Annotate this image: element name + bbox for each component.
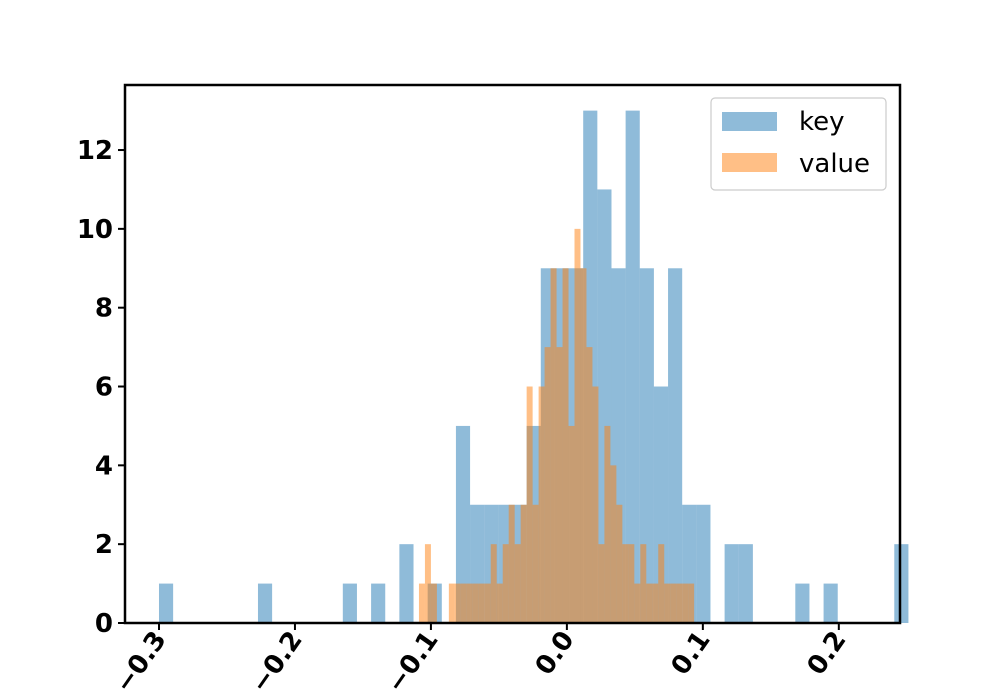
value-bar [628, 544, 635, 623]
y-tick-label: 8 [95, 294, 113, 324]
value-bar [640, 544, 647, 623]
key-bar [455, 425, 471, 623]
value-bar [586, 347, 593, 623]
value-bar [478, 583, 485, 623]
value-bar [502, 544, 509, 623]
y-tick-label: 2 [95, 530, 113, 560]
value-bar [634, 583, 641, 623]
legend: key value [710, 97, 887, 191]
legend-label-key: key [799, 107, 845, 137]
value-bar [508, 504, 515, 623]
value-bar [454, 583, 461, 623]
value-bar [496, 583, 503, 623]
key-bar [668, 268, 683, 623]
value-bar [604, 425, 611, 623]
value-bar [568, 425, 575, 623]
y-tick-label: 12 [77, 136, 113, 166]
legend-label-value: value [799, 149, 870, 179]
value-bar [460, 583, 467, 623]
value-bar [490, 544, 497, 623]
value-bar [622, 544, 629, 623]
value-bar [418, 583, 425, 623]
value-bar [682, 583, 689, 623]
value-bar [532, 504, 539, 623]
value-bar [430, 583, 437, 623]
value-bar [466, 583, 473, 623]
y-tick-label: 6 [95, 373, 113, 403]
key-bar [795, 583, 810, 623]
value-bar [664, 583, 671, 623]
y-tick-label: 10 [77, 215, 113, 245]
key-bar [371, 583, 386, 623]
key-bar [738, 544, 753, 623]
value-bar [424, 544, 431, 623]
value-bar [592, 386, 599, 623]
key-bar [696, 504, 711, 623]
key-bar [894, 544, 909, 623]
value-bar [520, 504, 527, 623]
key-bar [158, 583, 174, 623]
value-bar [658, 544, 665, 623]
key-bar [342, 583, 357, 623]
value-bar [538, 386, 545, 623]
value-bar [484, 583, 491, 623]
plot-frame [123, 83, 902, 625]
y-axis: 0 2 4 6 8 10 12 [77, 136, 125, 639]
value-bar [514, 544, 521, 623]
key-bar [639, 268, 654, 623]
value-bar [574, 228, 581, 623]
value-bar [544, 347, 551, 623]
key-bar [257, 583, 273, 623]
key-bar [399, 544, 414, 623]
value-bar [472, 583, 479, 623]
value-bar [676, 583, 683, 623]
value-bar [670, 583, 677, 623]
value-series-bars [418, 228, 695, 623]
legend-swatch-value [722, 153, 777, 172]
value-bar [526, 386, 533, 623]
key-bar [823, 583, 838, 623]
value-bar [610, 465, 617, 623]
value-bar [556, 347, 563, 623]
value-bar [646, 583, 653, 623]
value-bar [550, 268, 557, 623]
value-bar [562, 268, 569, 623]
legend-swatch-key [722, 112, 777, 131]
key-bar [724, 544, 739, 623]
value-bar [688, 583, 695, 623]
y-tick-label: 4 [95, 451, 113, 481]
key-bar [625, 110, 640, 624]
value-bar [616, 504, 623, 623]
value-bar [598, 544, 605, 623]
value-bar [580, 268, 587, 623]
y-tick-label: 0 [95, 609, 113, 639]
key-bar [653, 386, 669, 623]
value-bar [652, 583, 659, 623]
value-bar [448, 583, 455, 623]
